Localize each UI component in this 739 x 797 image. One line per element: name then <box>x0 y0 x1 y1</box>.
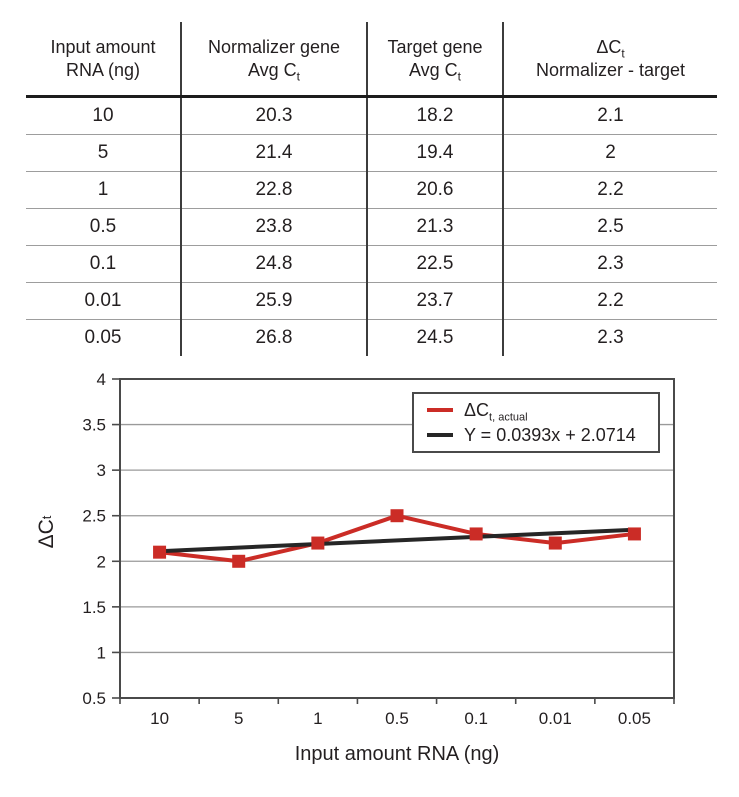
legend-item-delta-ct-actual: ΔCt, actual <box>427 399 658 424</box>
header-line: Avg Ct <box>182 59 366 84</box>
header-line: Normalizer gene <box>207 36 341 57</box>
table-row: 0.05 26.8 24.5 2.3 <box>26 319 717 356</box>
delta-ct-line-chart: 0.5 1 1.5 2 2.5 3 3.5 4 10 5 1 0.5 0.1 0.01 0.05 <box>82 370 675 728</box>
table-cell: 2.3 <box>597 327 624 348</box>
table-cell: 1 <box>26 171 182 209</box>
header-line: ΔCt <box>504 36 717 61</box>
table-cell: 26.8 <box>181 319 368 356</box>
table-cell: 0.5 <box>26 208 182 246</box>
header-subscript: t <box>457 69 462 84</box>
ct-data-table: Input amount RNA (ng) Normalizer gene Av… <box>26 22 717 356</box>
table-cell: 24.8 <box>181 245 368 283</box>
red-line-swatch-icon <box>427 408 453 412</box>
y-tick-label: 1.5 <box>82 598 106 617</box>
header-line: Target gene <box>387 36 483 57</box>
y-tick-label: 4 <box>97 370 106 389</box>
table-cell: 23.8 <box>181 208 368 246</box>
column-header-delta-ct: ΔCt Normalizer - target <box>503 22 717 98</box>
trendline <box>159 527 635 554</box>
header-line: Input amount <box>50 36 156 57</box>
legend-item-trendline: Y = 0.0393x + 2.0714 <box>427 425 658 446</box>
y-tick-label: 3 <box>97 461 106 480</box>
header-subscript: t <box>296 69 301 84</box>
legend-label: Y = 0.0393x + 2.0714 <box>464 424 636 445</box>
table-row: 0.1 24.8 22.5 2.3 <box>26 245 717 283</box>
plot-border <box>119 378 675 699</box>
header-text: Avg C <box>408 59 458 80</box>
data-point-marker <box>153 545 167 559</box>
delta-ct-chart-section: 0.5 1 1.5 2 2.5 3 3.5 4 10 5 1 0.5 0.1 0.01 0.05 ΔC t I… <box>0 360 739 797</box>
x-axis-label: Input amount RNA (ng) <box>294 743 500 765</box>
y-axis-label: ΔC t <box>35 515 58 549</box>
data-point-marker <box>390 509 404 523</box>
table-cell: 5 <box>26 134 182 172</box>
y-tick-label: 0.5 <box>82 689 106 708</box>
header-text: Avg C <box>247 59 297 80</box>
table-cell: 23.7 <box>367 282 504 320</box>
y-tick-label: 2.5 <box>82 507 106 526</box>
data-point-marker <box>627 527 641 541</box>
table-cell: 19.4 <box>367 134 504 172</box>
table-cell: 2.5 <box>503 208 717 246</box>
column-header-input-amount: Input amount RNA (ng) <box>26 22 182 98</box>
table-cell: 22.5 <box>367 245 504 283</box>
ct-data-table-section: Input amount RNA (ng) Normalizer gene Av… <box>26 22 717 356</box>
table-cell: 20.6 <box>367 171 504 209</box>
column-header-target-gene: Target gene Avg Ct <box>367 22 504 98</box>
x-tick-label: 0.01 <box>539 709 572 728</box>
table-cell: 22.8 <box>181 171 368 209</box>
table-row: 0.01 25.9 23.7 2.2 <box>26 282 717 320</box>
x-tick-label: 1 <box>313 709 322 728</box>
table-cell: 0.01 <box>26 282 182 320</box>
column-header-normalizer-gene: Normalizer gene Avg Ct <box>181 22 368 98</box>
table-header-row: Input amount RNA (ng) Normalizer gene Av… <box>26 22 717 98</box>
data-point-marker <box>311 536 325 550</box>
x-tick-label: 5 <box>234 709 243 728</box>
table-cell: 2.2 <box>503 171 717 209</box>
table-cell: 20.3 <box>181 96 368 135</box>
header-line: Normalizer - target <box>535 59 686 80</box>
table-cell: 2.3 <box>503 245 717 283</box>
x-tick-label: 0.5 <box>385 709 409 728</box>
table-row: 1 22.8 20.6 2.2 <box>26 171 717 209</box>
legend-label: ΔCt, actual <box>464 399 528 424</box>
data-point-marker <box>548 536 562 550</box>
data-point-marker <box>232 554 246 568</box>
header-line: RNA (ng) <box>65 59 141 80</box>
table-cell: 10 <box>26 96 182 135</box>
x-tick-label: 0.05 <box>618 709 651 728</box>
table-cell: 2 <box>503 134 717 172</box>
y-tick-label: 1 <box>97 643 106 662</box>
header-text: ΔC <box>596 36 622 57</box>
legend-label-subscript: t, actual <box>489 411 528 424</box>
y-tick-label: 3.5 <box>82 416 106 435</box>
table-cell: 2.1 <box>503 96 717 135</box>
table-row: 5 21.4 19.4 2 <box>26 134 717 172</box>
x-tick-label: 10 <box>150 709 169 728</box>
y-tick-label: 2 <box>97 552 106 571</box>
black-line-swatch-icon <box>427 433 453 437</box>
x-tick-label: 0.1 <box>464 709 488 728</box>
table-cell: 24.5 <box>367 319 504 356</box>
table-cell: 25.9 <box>181 282 368 320</box>
header-line: Avg Ct <box>368 59 502 84</box>
chart-legend: ΔCt, actual Y = 0.0393x + 2.0714 <box>412 392 660 453</box>
table-row: 0.5 23.8 21.3 2.5 <box>26 208 717 246</box>
table-cell: 0.05 <box>26 319 182 356</box>
table-row: 10 20.3 18.2 2.1 <box>26 96 717 135</box>
table-cell: 2.2 <box>503 282 717 320</box>
table-cell: 0.1 <box>26 245 182 283</box>
legend-label-text: ΔC <box>464 399 490 420</box>
table-cell: 18.2 <box>367 96 504 135</box>
data-point-marker <box>469 527 483 541</box>
table-cell: 21.4 <box>181 134 368 172</box>
table-cell: 21.3 <box>367 208 504 246</box>
header-subscript: t <box>621 46 625 61</box>
y-axis-label-text: ΔC <box>35 519 58 549</box>
